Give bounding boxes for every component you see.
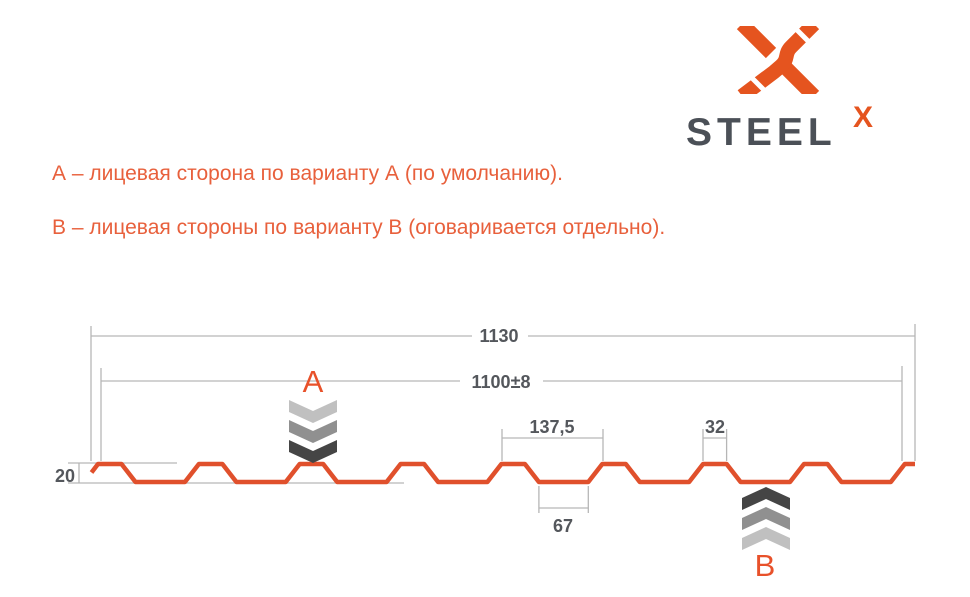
dim-rib-top-label: 32: [705, 417, 725, 437]
note-side-a: А – лицевая сторона по варианту А (по ум…: [52, 162, 563, 185]
marker-side-a: А: [289, 364, 337, 463]
chevron-up-icon: [742, 487, 790, 510]
dim-rib-pitch-label: 137,5: [529, 417, 574, 437]
brand-name: STEEL: [686, 111, 837, 154]
marker-a-letter: А: [303, 364, 324, 399]
marker-side-b: В: [742, 487, 790, 583]
dim-rib-pitch: 137,5: [502, 417, 603, 439]
dim-profile-height-label: 20: [55, 466, 75, 486]
chevron-down-icon: [289, 400, 337, 423]
dim-rib-top: 32: [703, 417, 727, 439]
logo-strokes: [736, 26, 820, 94]
sheet-profile-line: [89, 461, 915, 485]
brand-sup-x: X: [853, 101, 874, 134]
chevron-up-icon: [742, 507, 790, 530]
dim-working-width-label: 1100±8: [472, 372, 531, 392]
dim-working-width: 1100±8: [101, 372, 902, 392]
dim-valley-width: 67: [538, 507, 589, 536]
note-side-b: В – лицевая стороны по варианту В (огова…: [52, 216, 666, 239]
dim-overall-width: 1130: [91, 326, 915, 346]
chevron-down-icon: [289, 440, 337, 463]
logo-cut-lines: [750, 28, 810, 92]
brand-x-icon: [736, 26, 820, 94]
extension-lines: [90, 324, 916, 513]
chevron-up-icon: [742, 527, 790, 550]
chevron-down-icon: [289, 420, 337, 443]
dim-overall-width-label: 1130: [479, 326, 518, 346]
dim-valley-width-label: 67: [553, 516, 573, 536]
marker-b-letter: В: [755, 548, 776, 583]
